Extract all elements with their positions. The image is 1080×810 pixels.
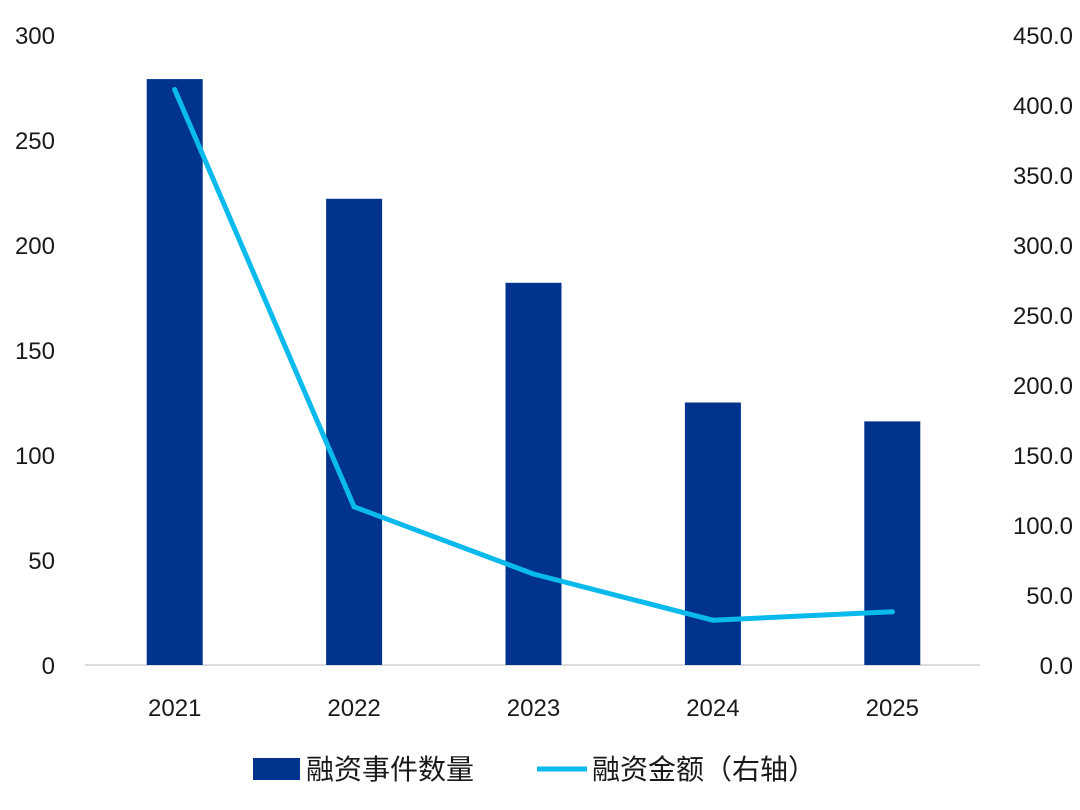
- x-tick-label: 2023: [507, 695, 560, 722]
- x-tick-label: 2021: [148, 695, 201, 722]
- line-point-2023: [531, 571, 536, 577]
- right-y-tick-label: 50.0: [1026, 583, 1073, 610]
- left-y-tick-label: 0: [42, 653, 55, 680]
- right-y-tick-label: 150.0: [1013, 443, 1073, 470]
- x-tick-label: 2025: [866, 695, 919, 722]
- bar-2021: [146, 79, 203, 666]
- left-y-tick-label: 300: [15, 23, 55, 50]
- left-y-axis: 0 50 100 150 200 250 300: [15, 23, 55, 680]
- left-y-tick-label: 250: [15, 128, 55, 155]
- left-y-tick-label: 150: [15, 338, 55, 365]
- line-point-2022: [351, 504, 357, 510]
- right-y-tick-label: 350.0: [1013, 163, 1073, 190]
- right-y-tick-label: 400.0: [1013, 93, 1073, 120]
- line-series: [172, 87, 895, 623]
- right-y-tick-label: 450.0: [1013, 23, 1073, 50]
- left-y-tick-label: 50: [28, 548, 55, 575]
- bar-2024: [684, 402, 741, 665]
- legend: 融资事件数量 融资金额（右轴）: [253, 753, 816, 786]
- right-y-tick-label: 300.0: [1013, 233, 1073, 260]
- left-y-tick-label: 200: [15, 233, 55, 260]
- bar-2023: [505, 282, 562, 665]
- line-point-2025: [889, 609, 895, 615]
- line-point-2021: [172, 87, 178, 93]
- bar-2022: [326, 198, 383, 666]
- x-axis: 2021 2022 2023 2024 2025: [148, 695, 919, 722]
- bar-2025: [864, 421, 921, 665]
- legend-label-bars: 融资事件数量: [306, 753, 474, 786]
- right-y-tick-label: 200.0: [1013, 373, 1073, 400]
- x-tick-label: 2024: [686, 695, 739, 722]
- right-y-axis: 0.0 50.0 100.0 150.0 200.0 250.0 300.0 350.0 400…: [1013, 23, 1073, 680]
- left-y-tick-label: 100: [15, 443, 55, 470]
- line-point-2024: [710, 617, 716, 623]
- right-y-tick-label: 100.0: [1013, 513, 1073, 540]
- legend-label-line: 融资金额（右轴）: [592, 753, 816, 786]
- x-tick-label: 2022: [327, 695, 380, 722]
- right-y-tick-label: 0.0: [1040, 653, 1073, 680]
- bar-series: [146, 79, 921, 666]
- legend-swatch-bars: [253, 758, 300, 780]
- right-y-tick-label: 250.0: [1013, 303, 1073, 330]
